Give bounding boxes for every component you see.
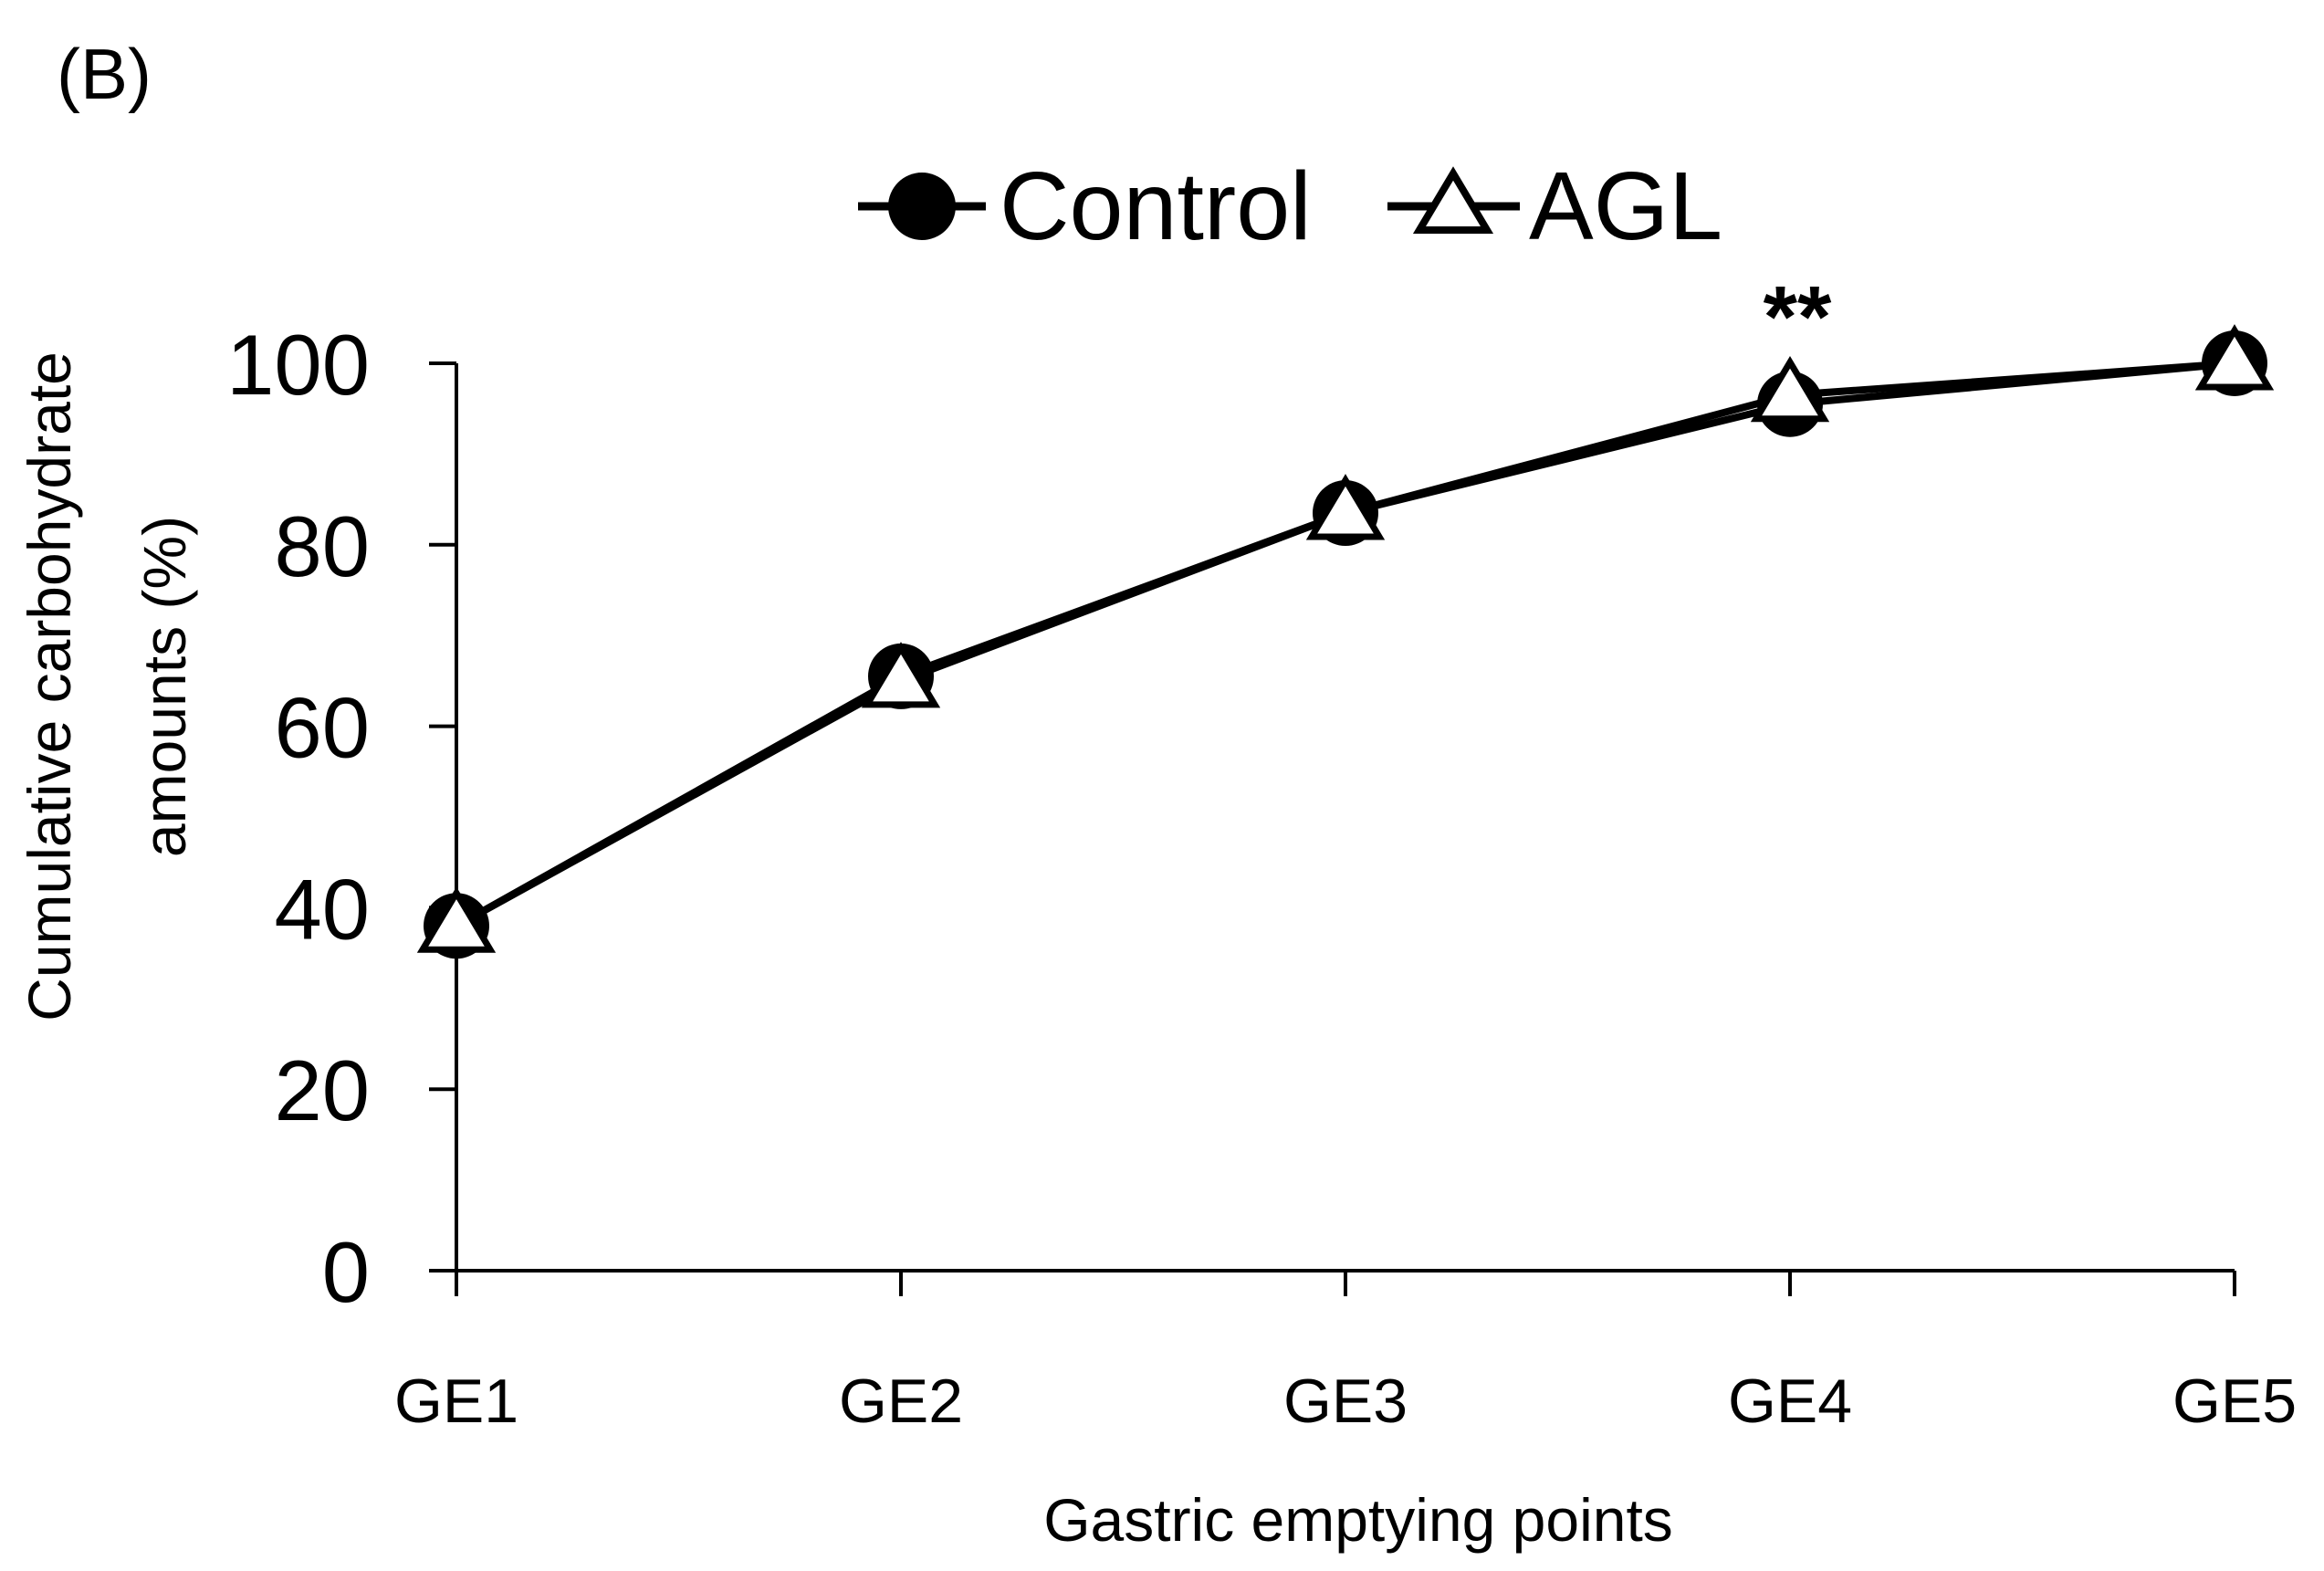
legend: Control AGL [858,152,1722,260]
legend-item-agl: AGL [1387,152,1722,260]
legend-label-agl: AGL [1529,152,1722,260]
y-tick-label-80: 80 [274,498,370,594]
panel-label: (B) [57,34,152,114]
data-point-agl-ge4 [1750,355,1830,423]
data-point-agl-ge1 [416,886,497,953]
x-tick-label-ge4: GE4 [1728,1367,1852,1436]
y-axis-title-line2: amounts (%) [131,516,198,857]
x-axis-title: Gastric emptying points [1043,1486,1673,1554]
y-tick-label-40: 40 [274,861,370,957]
series-line-agl [455,360,2235,929]
y-tick-label-0: 0 [322,1224,370,1320]
data-point-agl-ge3 [1305,474,1386,540]
data-point-agl-ge2 [861,642,941,708]
significance-annotation: ** [1764,268,1832,366]
x-tick-label-ge1: GE1 [394,1367,518,1436]
legend-marker-control [888,173,956,240]
y-axis-title: Cumulative carbohydrate amounts (%) [16,351,198,1021]
y-axis-title-line1: Cumulative carbohydrate [16,351,83,1021]
plot-area: 0 20 40 60 80 100 GE1 GE2 GE3 GE4 GE5 ** [226,268,2297,1436]
y-tick-label-60: 60 [274,680,370,776]
x-tick-label-ge3: GE3 [1283,1367,1408,1436]
data-point-agl-ge5 [2194,324,2275,391]
x-tick-label-ge2: GE2 [839,1367,963,1436]
series-line-control [455,360,2235,929]
y-tick-label-20: 20 [274,1042,370,1138]
x-tick-label-ge5: GE5 [2172,1367,2297,1436]
legend-marker-agl [1412,166,1494,234]
y-tick-label-100: 100 [226,317,370,413]
legend-label-control: Control [1000,152,1312,260]
legend-item-control: Control [858,152,1312,260]
